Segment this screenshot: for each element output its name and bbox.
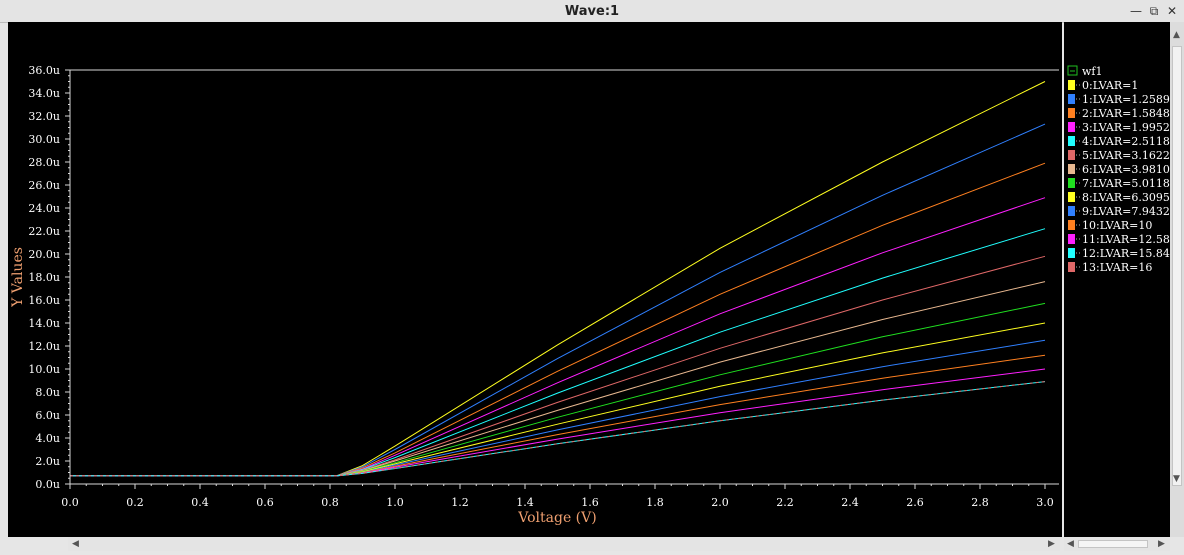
legend-entry-label: 6:LVAR=3.9810 bbox=[1082, 163, 1170, 176]
series-line-8 bbox=[70, 322, 1046, 477]
waveform-chart: 0.0u 2.0u 4.0u 6.0u 8.0u 10.0u 12.0u 14.0u 16.0u… bbox=[10, 64, 1059, 526]
scroll-left-arrow-icon[interactable]: ◀ bbox=[72, 539, 79, 549]
legend-scroll-right-arrow-icon[interactable]: ▶ bbox=[1158, 539, 1165, 549]
legend-entry-label: 12:LVAR=15.84 bbox=[1082, 247, 1170, 260]
x-tick-label: 2.4 bbox=[841, 496, 859, 509]
y-tick-label: 10.0u bbox=[28, 363, 60, 376]
series-line-12 bbox=[70, 381, 1046, 477]
x-tick-label: 0.2 bbox=[126, 496, 144, 509]
legend-entry-label: 11:LVAR=12.58 bbox=[1082, 233, 1170, 246]
legend-scroll-thumb[interactable] bbox=[1078, 540, 1148, 548]
legend-entry-label: 5:LVAR=3.1622 bbox=[1082, 149, 1170, 162]
y-tick-label: 6.0u bbox=[35, 409, 60, 422]
x-tick-label: 0.8 bbox=[321, 496, 339, 509]
legend-swatch bbox=[1068, 234, 1075, 244]
vertical-scrollbar[interactable]: ▲ ▼ bbox=[1170, 22, 1184, 537]
series-line-6 bbox=[70, 281, 1046, 477]
legend: wf10:LVAR=11:LVAR=1.25892:LVAR=1.58483:L… bbox=[1067, 65, 1170, 274]
legend-swatch bbox=[1068, 262, 1075, 272]
y-tick-label: 30.0u bbox=[28, 133, 60, 146]
legend-swatch bbox=[1068, 80, 1075, 90]
legend-entry-label: 7:LVAR=5.0118 bbox=[1082, 177, 1170, 190]
series-line-7 bbox=[70, 302, 1046, 477]
legend-entry-label: 8:LVAR=6.3095 bbox=[1082, 191, 1170, 204]
legend-group-label: wf1 bbox=[1082, 65, 1103, 78]
y-tick-label: 20.0u bbox=[28, 248, 60, 261]
legend-entry-label: 2:LVAR=1.5848 bbox=[1082, 107, 1170, 120]
series-line-11 bbox=[70, 368, 1046, 477]
legend-scroll-left-arrow-icon[interactable]: ◀ bbox=[1067, 539, 1074, 549]
x-tick-label: 2.6 bbox=[906, 496, 924, 509]
x-tick-label: 1.2 bbox=[451, 496, 469, 509]
series-line-9 bbox=[70, 339, 1046, 477]
vertical-scroll-thumb[interactable] bbox=[1172, 46, 1182, 486]
y-tick-label: 2.0u bbox=[35, 455, 60, 468]
legend-entry-label: 4:LVAR=2.5118 bbox=[1082, 135, 1170, 148]
legend-entry-label: 13:LVAR=16 bbox=[1082, 261, 1152, 274]
y-tick-label: 18.0u bbox=[28, 271, 60, 284]
y-tick-label: 22.0u bbox=[28, 225, 60, 238]
x-tick-label: 0.6 bbox=[256, 496, 274, 509]
legend-swatch bbox=[1068, 108, 1075, 118]
y-tick-label: 36.0u bbox=[28, 64, 60, 77]
y-tick-label: 12.0u bbox=[28, 340, 60, 353]
x-tick-label: 1.4 bbox=[516, 496, 534, 509]
y-tick-label: 32.0u bbox=[28, 110, 60, 123]
legend-entry-label: 3:LVAR=1.9952 bbox=[1082, 121, 1170, 134]
x-tick-label: 0.0 bbox=[61, 496, 79, 509]
x-tick-label: 3.0 bbox=[1036, 496, 1054, 509]
series-line-0 bbox=[70, 81, 1046, 477]
minimize-button[interactable]: — bbox=[1130, 4, 1142, 18]
scroll-right-arrow-icon[interactable]: ▶ bbox=[1048, 539, 1055, 549]
horizontal-scrollbar[interactable]: ◀ ▶ bbox=[68, 537, 1060, 551]
legend-entry-label: 10:LVAR=10 bbox=[1082, 219, 1152, 232]
legend-entry-label: 0:LVAR=1 bbox=[1082, 79, 1138, 92]
y-tick-label: 26.0u bbox=[28, 179, 60, 192]
series-line-2 bbox=[70, 162, 1046, 477]
y-tick-label: 28.0u bbox=[28, 156, 60, 169]
window-titlebar: Wave:1 — ⧉ ✕ bbox=[0, 0, 1184, 23]
x-tick-label: 1.6 bbox=[581, 496, 599, 509]
x-tick-label: 1.0 bbox=[386, 496, 404, 509]
legend-entry-label: 9:LVAR=7.9432 bbox=[1082, 205, 1170, 218]
legend-swatch bbox=[1068, 248, 1075, 258]
window-title: Wave:1 bbox=[564, 4, 620, 19]
close-button[interactable]: ✕ bbox=[1166, 4, 1178, 18]
y-tick-label: 16.0u bbox=[28, 294, 60, 307]
legend-swatch bbox=[1068, 220, 1075, 230]
legend-swatch bbox=[1068, 150, 1075, 160]
series-line-13 bbox=[70, 381, 1046, 477]
series-line-5 bbox=[70, 255, 1046, 477]
y-tick-label: 24.0u bbox=[28, 202, 60, 215]
series-line-10 bbox=[70, 354, 1046, 477]
legend-swatch bbox=[1068, 136, 1075, 146]
legend-swatch bbox=[1068, 178, 1075, 188]
y-tick-label: 14.0u bbox=[28, 317, 60, 330]
y-tick-label: 0.0u bbox=[35, 478, 60, 491]
y-tick-label: 34.0u bbox=[28, 87, 60, 100]
scroll-up-arrow-icon[interactable]: ▲ bbox=[1173, 30, 1180, 40]
scroll-down-arrow-icon[interactable]: ▼ bbox=[1173, 474, 1180, 484]
legend-swatch bbox=[1068, 122, 1075, 132]
x-axis-title: Voltage (V) bbox=[517, 510, 596, 526]
y-tick-label: 8.0u bbox=[35, 386, 60, 399]
restore-button[interactable]: ⧉ bbox=[1149, 4, 1159, 18]
legend-swatch bbox=[1068, 164, 1075, 174]
legend-entry-label: 1:LVAR=1.2589 bbox=[1082, 93, 1170, 106]
y-axis-title: Y Values bbox=[10, 247, 26, 308]
y-tick-label: 4.0u bbox=[35, 432, 60, 445]
legend-panel: wf1 0:LVAR=1 1:LVAR=1.2589 2:LVAR=1.5848 3:L… bbox=[1064, 22, 1170, 537]
legend-swatch bbox=[1068, 206, 1075, 216]
x-tick-label: 2.0 bbox=[711, 496, 729, 509]
x-tick-label: 1.8 bbox=[646, 496, 664, 509]
plot-area[interactable]: 0.0u 2.0u 4.0u 6.0u 8.0u 10.0u 12.0u 14.0u 16.0u… bbox=[8, 22, 1062, 537]
series-line-1 bbox=[70, 123, 1046, 477]
legend-swatch bbox=[1068, 192, 1075, 202]
x-tick-label: 0.4 bbox=[191, 496, 209, 509]
legend-swatch bbox=[1068, 94, 1075, 104]
legend-horizontal-scrollbar[interactable]: ◀ ▶ bbox=[1064, 537, 1170, 551]
x-tick-label: 2.8 bbox=[971, 496, 989, 509]
legend-group-collapse-icon bbox=[1067, 65, 1078, 76]
x-tick-label: 2.2 bbox=[776, 496, 794, 509]
